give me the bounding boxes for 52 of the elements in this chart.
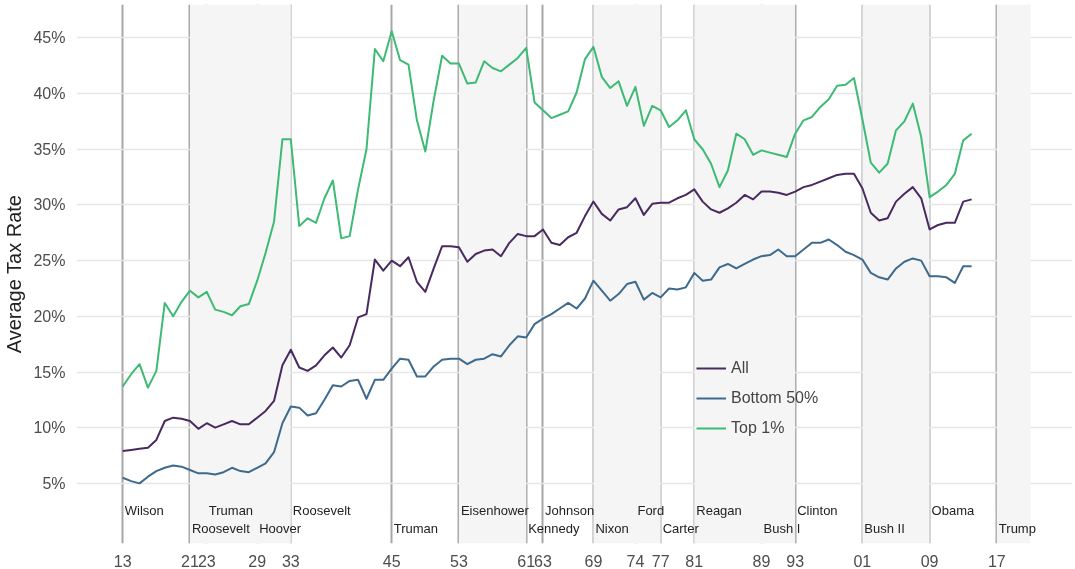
annotation: Kennedy: [528, 521, 580, 536]
x-tick-label: 74: [626, 552, 645, 569]
x-tick-label: 29: [248, 552, 267, 569]
x-tick-label: 89: [752, 552, 771, 569]
line-series: [121, 238, 973, 485]
line-series: [121, 172, 973, 453]
annotation: Obama: [931, 503, 976, 518]
y-tick-label: 10%: [33, 419, 66, 437]
legend-label: Bottom 50%: [731, 389, 819, 407]
annotation: Ford: [637, 503, 665, 518]
annotation: Roosevelt: [191, 521, 251, 536]
annotation: Wilson: [124, 503, 164, 518]
annotation: Truman: [208, 503, 254, 518]
y-tick-label: 25%: [33, 252, 66, 270]
y-tick-label: 5%: [42, 474, 66, 492]
annotation: Eisenhower: [460, 503, 530, 518]
annotation: Bush II: [864, 521, 905, 536]
annotation: Hoover: [259, 521, 302, 536]
y-tick-label: 30%: [33, 196, 66, 214]
y-tick-label: 35%: [33, 140, 66, 158]
x-tick-label: 33: [281, 552, 300, 569]
legend-label: All: [731, 359, 750, 377]
x-tick-label: 61: [517, 552, 536, 569]
line-series: [121, 30, 973, 389]
x-tick-label: 23: [197, 552, 216, 569]
x-tick-label: 09: [920, 552, 939, 569]
legend-label: Top 1%: [731, 419, 785, 437]
annotation: Truman: [393, 521, 438, 536]
annotation: Bush I: [763, 521, 801, 536]
annotation: Carter: [662, 521, 700, 536]
x-tick-label: 21: [181, 552, 199, 569]
x-tick-label: 69: [584, 552, 603, 569]
x-tick-label: 01: [853, 552, 872, 569]
y-tick-label: 20%: [33, 307, 66, 325]
x-tick-label: 53: [450, 552, 468, 569]
x-tick-label: 81: [685, 552, 704, 569]
x-tick-label: 13: [113, 552, 132, 569]
annotation: Nixon: [595, 521, 629, 536]
annotation: Johnson: [544, 503, 595, 518]
annotation: Roosevelt: [292, 503, 352, 518]
x-tick-label: 17: [987, 552, 1006, 569]
x-tick-label: 45: [382, 552, 401, 569]
x-tick-label: 77: [651, 552, 670, 569]
y-tick-label: 40%: [33, 85, 66, 103]
annotation: Trump: [998, 521, 1036, 536]
x-tick-label: 63: [534, 552, 552, 569]
y-tick-label: 45%: [33, 29, 66, 47]
x-tick-label: 93: [786, 552, 805, 569]
y-tick-label: 15%: [33, 363, 66, 381]
annotation: Reagan: [696, 503, 742, 518]
y-axis-title: Average Tax Rate: [3, 195, 26, 354]
annotation: Clinton: [797, 503, 838, 518]
